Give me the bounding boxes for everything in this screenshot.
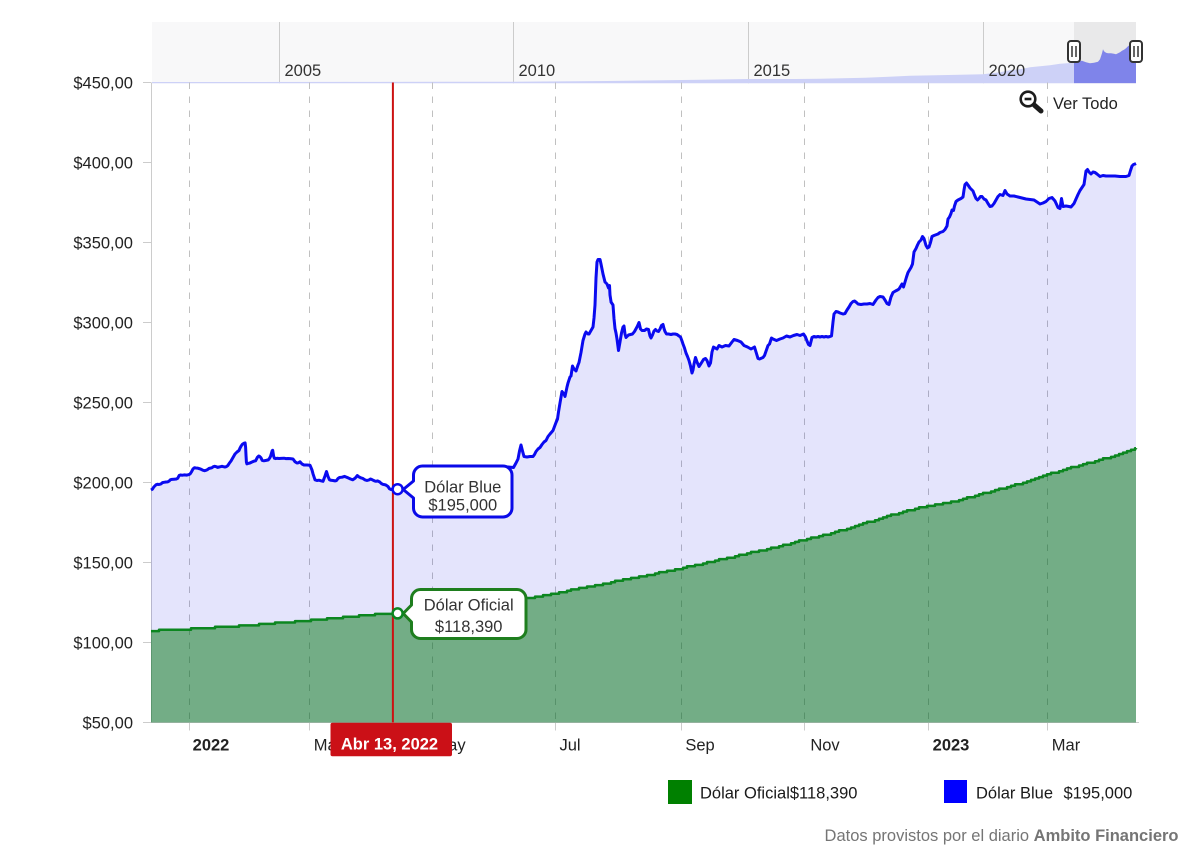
svg-text:Dólar Oficial: Dólar Oficial — [424, 597, 514, 615]
svg-text:$300,00: $300,00 — [73, 315, 133, 333]
svg-text:2023: 2023 — [933, 737, 970, 755]
svg-text:Dólar Oficial$118,390: Dólar Oficial$118,390 — [700, 785, 857, 803]
svg-text:Sep: Sep — [685, 737, 714, 755]
svg-text:$200,00: $200,00 — [73, 475, 133, 493]
svg-text:Abr 13, 2022: Abr 13, 2022 — [341, 736, 438, 754]
svg-text:Ver Todo: Ver Todo — [1053, 95, 1118, 113]
svg-text:Datos provistos por el diario: Datos provistos por el diario Ambito Fin… — [825, 827, 1179, 845]
svg-text:2005: 2005 — [285, 62, 322, 80]
svg-text:Mar: Mar — [1052, 737, 1081, 755]
svg-text:Dólar Blue: Dólar Blue — [424, 479, 501, 497]
svg-text:$195,000: $195,000 — [1064, 785, 1133, 803]
svg-text:Dólar Blue: Dólar Blue — [976, 785, 1053, 803]
svg-text:$450,00: $450,00 — [73, 75, 133, 93]
svg-text:$100,00: $100,00 — [73, 635, 133, 653]
svg-text:2022: 2022 — [193, 737, 230, 755]
svg-text:$400,00: $400,00 — [73, 155, 133, 173]
svg-text:$50,00: $50,00 — [83, 715, 133, 733]
svg-text:2010: 2010 — [519, 62, 556, 80]
svg-text:$150,00: $150,00 — [73, 555, 133, 573]
svg-text:$250,00: $250,00 — [73, 395, 133, 413]
svg-text:Nov: Nov — [810, 737, 840, 755]
svg-text:$350,00: $350,00 — [73, 235, 133, 253]
svg-text:$195,000: $195,000 — [428, 497, 497, 515]
svg-text:2020: 2020 — [989, 62, 1026, 80]
svg-text:Jul: Jul — [559, 737, 580, 755]
svg-text:$118,390: $118,390 — [435, 618, 503, 636]
svg-text:2015: 2015 — [754, 62, 791, 80]
